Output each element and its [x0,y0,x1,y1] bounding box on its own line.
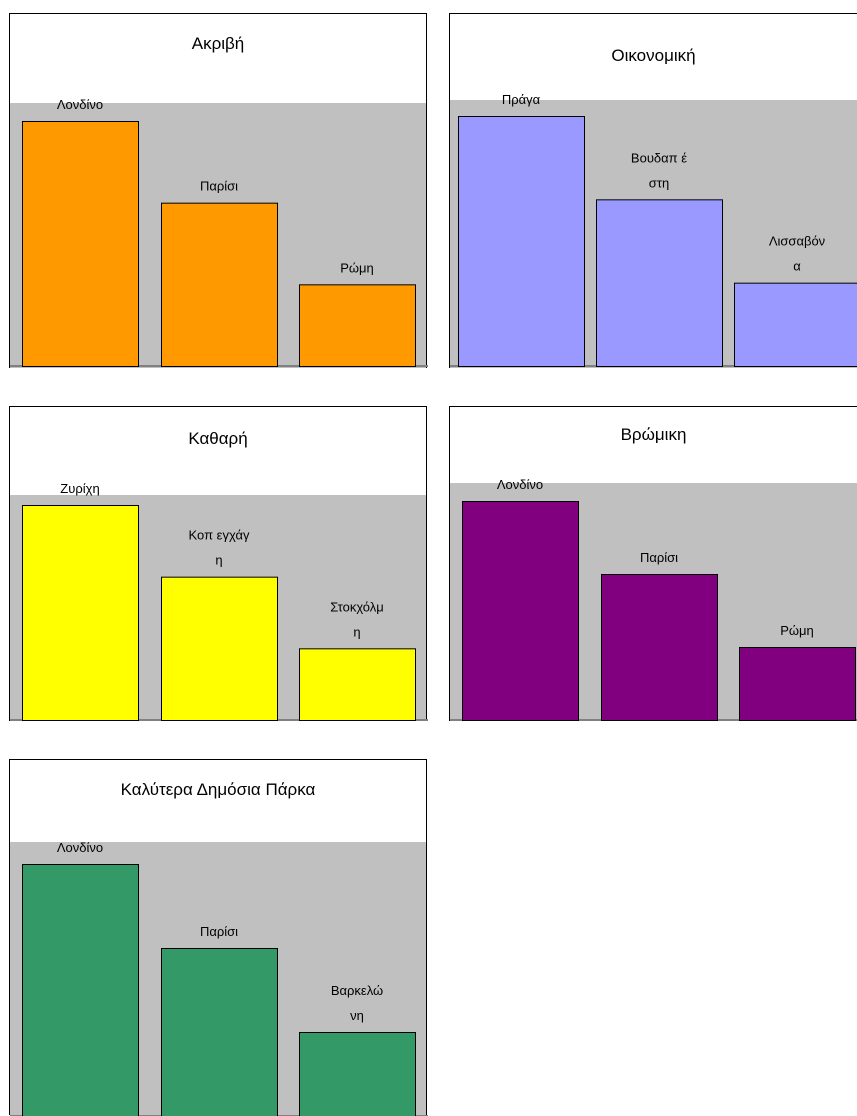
bar-label-0: Λονδίνο [497,477,543,492]
bar-label-1-line-1: η [215,553,222,568]
bar-2 [300,649,416,721]
bar-2 [735,283,857,366]
bar-label-2-line-0: Βαρκελώ [331,983,383,998]
bar-label-1-line-1: στη [649,175,669,190]
bar-label-0: Πράγα [502,92,541,107]
bars-svg: Ζυρίχη Κοπ εγχάγ η Στοκχόλμ η [10,407,428,722]
bar-label-0: Λονδίνο [57,97,103,112]
bar-2 [300,1033,416,1116]
bar-label-1: Παρίσι [200,179,238,194]
bar-label-2-line-1: νη [350,1008,364,1023]
bar-label-2-line-0: Στοκχόλμ [330,599,384,614]
bar-2 [740,648,856,721]
bars-svg: Λονδίνο Παρίσι Ρώμη [450,407,857,722]
bar-1 [162,577,278,720]
bar-label-0: Ζυρίχη [60,481,99,496]
bars-svg: Λονδίνο Παρίσι Ρώμη [10,14,428,369]
bar-label-1: Παρίσι [200,924,238,939]
bar-1 [602,575,718,721]
bar-1 [162,949,278,1116]
bar-0 [23,122,139,367]
bar-label-1-line-0: Βουδαπ έ [631,150,687,165]
bar-0 [463,502,579,721]
bar-1 [597,200,723,367]
bar-label-2-line-0: Λισσαβόν [769,234,825,249]
bar-label-2-line-1: α [793,259,801,274]
bars-svg: Πράγα Βουδαπ έ στη Λισσαβόν α [450,14,857,369]
bar-label-2: Ρώμη [780,623,814,638]
bar-label-0: Λονδίνο [57,840,103,855]
bars-svg: Λονδίνο Παρίσι Βαρκελώ νη [10,760,428,1116]
bar-label-2-line-1: η [353,624,360,639]
bar-label-1: Παρίσι [640,550,678,565]
bar-0 [23,506,139,721]
bar-label-1-line-0: Κοπ εγχάγ [189,528,250,543]
bar-label-2: Ρώμη [340,260,374,275]
bar-2 [300,285,416,367]
bar-0 [23,865,139,1116]
bar-1 [162,203,278,366]
bar-0 [459,117,585,367]
